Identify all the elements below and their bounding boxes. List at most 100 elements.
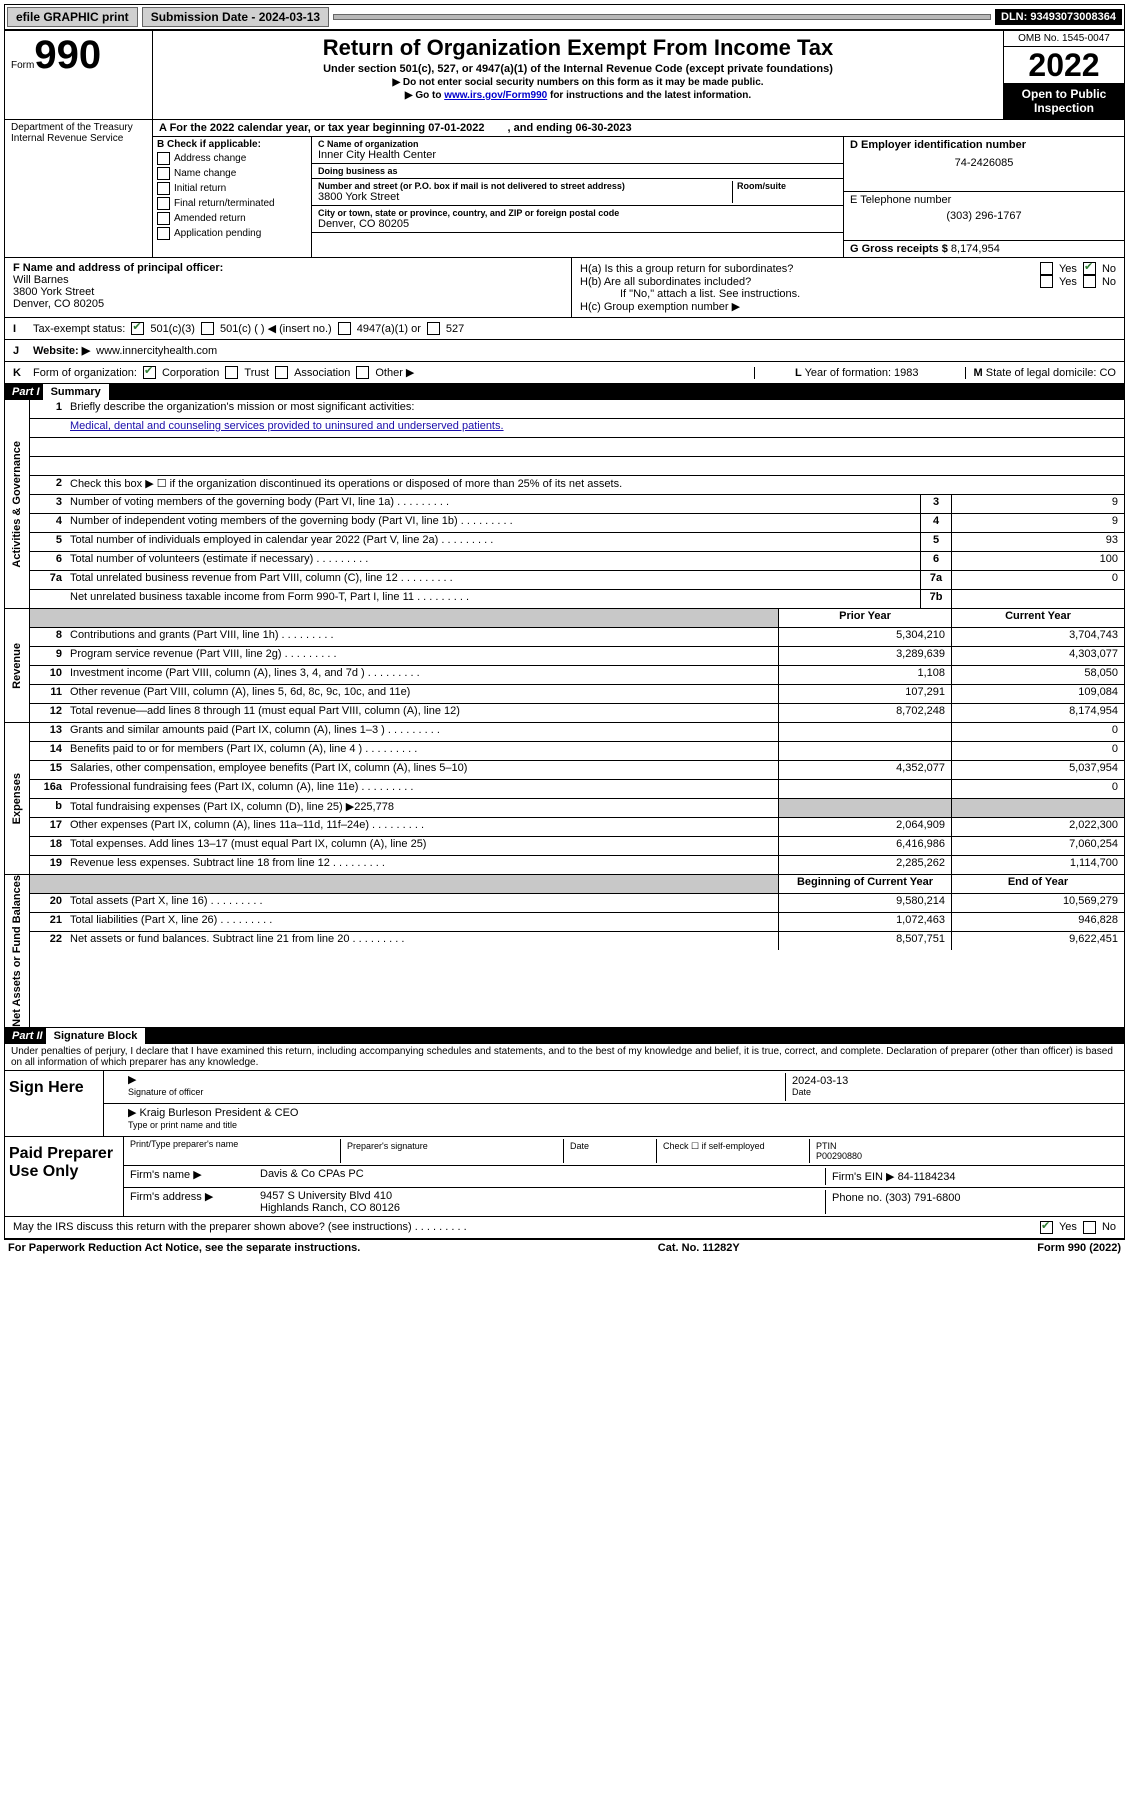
- line-7b-val: [951, 590, 1124, 608]
- trust-checkbox[interactable]: [225, 366, 238, 379]
- application-pending-checkbox[interactable]: [157, 227, 170, 240]
- line-8-desc: Contributions and grants (Part VIII, lin…: [66, 628, 778, 646]
- hc-label: H(c) Group exemption number ▶: [580, 300, 1116, 313]
- line-9-curr: 4,303,077: [951, 647, 1124, 665]
- discuss-yes-checkbox[interactable]: [1040, 1221, 1053, 1234]
- city-label: City or town, state or province, country…: [318, 208, 837, 218]
- efile-print-button[interactable]: efile GRAPHIC print: [7, 7, 138, 27]
- irs-link[interactable]: www.irs.gov/Form990: [444, 90, 547, 101]
- 4947-checkbox[interactable]: [338, 322, 351, 335]
- ha-yes-checkbox[interactable]: [1040, 262, 1053, 275]
- line-14-desc: Benefits paid to or for members (Part IX…: [66, 742, 778, 760]
- line-j: J Website: ▶ www.innercityhealth.com: [4, 340, 1125, 362]
- prior-year-header: Prior Year: [778, 609, 951, 627]
- line-18-desc: Total expenses. Add lines 13–17 (must eq…: [66, 837, 778, 855]
- dba-label: Doing business as: [318, 166, 837, 176]
- 527-checkbox[interactable]: [427, 322, 440, 335]
- revenue-side-label: Revenue: [5, 609, 30, 722]
- sig-officer-label: Signature of officer: [128, 1087, 203, 1097]
- line-11-prior: 107,291: [778, 685, 951, 703]
- end-year-header: End of Year: [951, 875, 1124, 893]
- firm-name: Davis & Co CPAs PC: [260, 1168, 825, 1185]
- line-5-desc: Total number of individuals employed in …: [66, 533, 920, 551]
- officer-name-title: Kraig Burleson President & CEO: [140, 1107, 299, 1119]
- city-state-zip: Denver, CO 80205: [318, 218, 837, 230]
- 501c-checkbox[interactable]: [201, 322, 214, 335]
- preparer-name-header: Print/Type preparer's name: [130, 1139, 340, 1163]
- initial-return-checkbox[interactable]: [157, 182, 170, 195]
- 501c3-label: 501(c)(3): [150, 323, 195, 335]
- self-employed-label: Check ☐ if self-employed: [656, 1139, 809, 1163]
- corp-label: Corporation: [162, 367, 219, 379]
- line-12-desc: Total revenue—add lines 8 through 11 (mu…: [66, 704, 778, 722]
- name-change-checkbox[interactable]: [157, 167, 170, 180]
- line-9-prior: 3,289,639: [778, 647, 951, 665]
- line-15-prior: 4,352,077: [778, 761, 951, 779]
- corp-checkbox[interactable]: [143, 366, 156, 379]
- firm-name-label: Firm's name ▶: [130, 1168, 260, 1185]
- form-number-box: Form990: [5, 31, 153, 119]
- line-17-prior: 2,064,909: [778, 818, 951, 836]
- line-16a-desc: Professional fundraising fees (Part IX, …: [66, 780, 778, 798]
- tax-year: 2022: [1004, 47, 1124, 83]
- year-formation: L Year of formation: 1983: [754, 367, 959, 379]
- expenses-side-label: Expenses: [5, 723, 30, 874]
- 501c3-checkbox[interactable]: [131, 322, 144, 335]
- org-name: Inner City Health Center: [318, 149, 837, 161]
- officer-row: F Name and address of principal officer:…: [4, 258, 1125, 318]
- application-pending-label: Application pending: [174, 228, 261, 239]
- ha-no-checkbox[interactable]: [1083, 262, 1096, 275]
- omb-number: OMB No. 1545-0047: [1004, 31, 1124, 47]
- line-10-curr: 58,050: [951, 666, 1124, 684]
- submission-date-button[interactable]: Submission Date - 2024-03-13: [142, 7, 329, 27]
- 501c-label: 501(c) ( ) ◀ (insert no.): [220, 322, 332, 335]
- form-instr-1: ▶ Do not enter social security numbers o…: [161, 77, 995, 88]
- line-12-curr: 8,174,954: [951, 704, 1124, 722]
- amended-return-checkbox[interactable]: [157, 212, 170, 225]
- governance-section: Activities & Governance 1Briefly describ…: [4, 400, 1125, 609]
- officer-name: Will Barnes: [13, 274, 563, 286]
- mission-line-2: [66, 438, 1124, 456]
- discuss-no-checkbox[interactable]: [1083, 1221, 1096, 1234]
- line-i-label: I: [13, 323, 27, 335]
- block-b: B Check if applicable: Address change Na…: [153, 137, 312, 257]
- address-change-checkbox[interactable]: [157, 152, 170, 165]
- line-6-desc: Total number of volunteers (estimate if …: [66, 552, 920, 570]
- dln-label: DLN: 93493073008364: [995, 9, 1122, 25]
- form-label: Form: [11, 60, 34, 71]
- ha-label: H(a) Is this a group return for subordin…: [580, 263, 1034, 275]
- hb-no-checkbox[interactable]: [1083, 275, 1096, 288]
- final-return-checkbox[interactable]: [157, 197, 170, 210]
- line-8-prior: 5,304,210: [778, 628, 951, 646]
- assoc-checkbox[interactable]: [275, 366, 288, 379]
- jurat-text: Under penalties of perjury, I declare th…: [4, 1044, 1125, 1071]
- net-assets-section: Net Assets or Fund Balances Beginning of…: [4, 875, 1125, 1028]
- other-checkbox[interactable]: [356, 366, 369, 379]
- hb-yes-checkbox[interactable]: [1040, 275, 1053, 288]
- firm-addr: 9457 S University Blvd 410: [260, 1190, 825, 1202]
- expenses-section: Expenses 13Grants and similar amounts pa…: [4, 723, 1125, 875]
- line-6-val: 100: [951, 552, 1124, 570]
- discuss-yes-label: Yes: [1059, 1221, 1077, 1233]
- block-h: H(a) Is this a group return for subordin…: [572, 258, 1124, 317]
- block-c: C Name of organization Inner City Health…: [312, 137, 843, 257]
- line-19-desc: Revenue less expenses. Subtract line 18 …: [66, 856, 778, 874]
- tax-period: A For the 2022 calendar year, or tax yea…: [153, 120, 1124, 137]
- ein-value: 74-2426085: [850, 151, 1118, 169]
- other-label: Other ▶: [375, 366, 414, 379]
- check-if-applicable: B Check if applicable:: [157, 139, 307, 150]
- line-15-desc: Salaries, other compensation, employee b…: [66, 761, 778, 779]
- ptin-label: PTIN: [816, 1141, 837, 1151]
- spacer-bar: [333, 14, 991, 20]
- preparer-sig-header: Preparer's signature: [340, 1139, 563, 1163]
- firm-phone: (303) 791-6800: [885, 1192, 960, 1204]
- form-instr-2: ▶ Go to www.irs.gov/Form990 for instruct…: [161, 90, 995, 101]
- inspection-badge: Open to Public Inspection: [1004, 83, 1124, 119]
- paid-preparer-label: Paid Preparer Use Only: [5, 1137, 124, 1216]
- hb-no-label: No: [1102, 276, 1116, 288]
- hb-note: If "No," attach a list. See instructions…: [580, 288, 1116, 300]
- firm-addr2: Highlands Ranch, CO 80126: [260, 1202, 825, 1214]
- line-17-desc: Other expenses (Part IX, column (A), lin…: [66, 818, 778, 836]
- part-ii-header: Part II Signature Block: [4, 1028, 1125, 1044]
- line-10-desc: Investment income (Part VIII, column (A)…: [66, 666, 778, 684]
